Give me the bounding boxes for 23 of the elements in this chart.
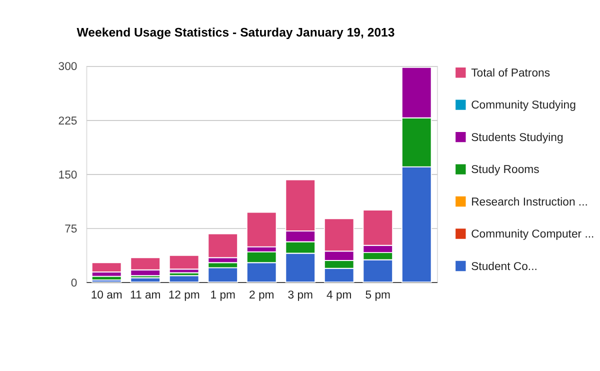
y-tick-label: 300 — [58, 61, 78, 74]
x-tick-label: 3 pm — [288, 290, 313, 302]
x-tick-label: 11 am — [130, 290, 161, 302]
legend-label: Student Co... — [471, 260, 538, 273]
x-tick-label: 10 am — [90, 290, 122, 302]
x-tick-label: 1 pm — [210, 290, 236, 302]
y-tick-label: 75 — [64, 223, 78, 236]
legend-label: Students Studying — [471, 132, 564, 144]
y-tick-label: 0 — [70, 277, 78, 290]
x-tick-label: 4 pm — [326, 290, 352, 302]
chart-title: Weekend Usage Statistics - Saturday January 19, 2013 — [76, 26, 395, 40]
x-tick-label: 5 pm — [365, 290, 390, 302]
bar — [208, 267, 238, 283]
x-tick-label: 12 pm — [168, 290, 200, 302]
legend-label: Community Studying — [471, 100, 576, 112]
x-tick-label: 2 pm — [248, 290, 274, 302]
y-tick-label: 150 — [58, 169, 78, 182]
legend-label: Research Instruction ... — [471, 196, 588, 208]
legend-label: Community Computer ... — [471, 228, 594, 241]
bar — [168, 254, 200, 270]
legend-label: Total of Patrons — [471, 67, 550, 80]
y-tick-label: 225 — [58, 115, 78, 128]
legend-label: Study Rooms — [471, 164, 540, 176]
